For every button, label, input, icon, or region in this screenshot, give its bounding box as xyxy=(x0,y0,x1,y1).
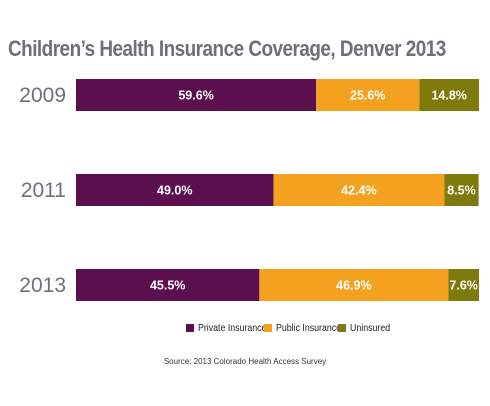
data-label-private-insurance-2009: 59.6% xyxy=(178,89,213,103)
legend-label-uninsured: Uninsured xyxy=(350,322,391,334)
bar-segment-private-insurance-2013 xyxy=(76,269,260,301)
data-label-public-insurance-2009: 25.6% xyxy=(350,89,385,103)
data-label-private-insurance-2013: 45.5% xyxy=(150,279,185,293)
bar-segment-public-insurance-2009 xyxy=(316,79,420,111)
source-note: Source: 2013 Colorado Health Access Surv… xyxy=(163,357,327,366)
bar-segment-private-insurance-2009 xyxy=(76,79,317,111)
bar-segment-public-insurance-2013 xyxy=(259,269,449,301)
legend-item-public-insurance: Public Insurance xyxy=(264,321,350,335)
legend-item-uninsured: Uninsured xyxy=(338,321,396,335)
legend-swatch-private-insurance xyxy=(186,324,194,332)
bar-segment-uninsured-2009 xyxy=(419,79,479,111)
data-label-uninsured-2011: 8.5% xyxy=(447,184,476,198)
legend-label-private-insurance: Private Insurance xyxy=(198,322,267,334)
bar-segment-uninsured-2011 xyxy=(444,174,479,206)
category-label-2011: 2011 xyxy=(21,179,66,202)
data-label-public-insurance-2013: 46.9% xyxy=(336,279,371,293)
legend-item-private-insurance: Private Insurance xyxy=(186,321,276,335)
category-label-2013: 2013 xyxy=(19,274,66,297)
chart-title: Children’s Health Insurance Coverage, De… xyxy=(8,36,446,61)
bar-segment-public-insurance-2011 xyxy=(273,174,445,206)
bar-segment-private-insurance-2011 xyxy=(76,174,274,206)
data-label-private-insurance-2011: 49.0% xyxy=(157,184,192,198)
data-label-public-insurance-2011: 42.4% xyxy=(341,184,376,198)
category-label-2009: 2009 xyxy=(19,84,66,107)
legend: Private Insurance Public Insurance Unins… xyxy=(0,321,490,337)
legend-label-public-insurance: Public Insurance xyxy=(276,322,342,334)
data-label-uninsured-2013: 7.6% xyxy=(449,279,478,293)
legend-swatch-uninsured xyxy=(338,324,346,332)
data-label-uninsured-2009: 14.8% xyxy=(431,89,466,103)
bar-segment-uninsured-2013 xyxy=(448,269,479,301)
legend-swatch-public-insurance xyxy=(264,324,272,332)
